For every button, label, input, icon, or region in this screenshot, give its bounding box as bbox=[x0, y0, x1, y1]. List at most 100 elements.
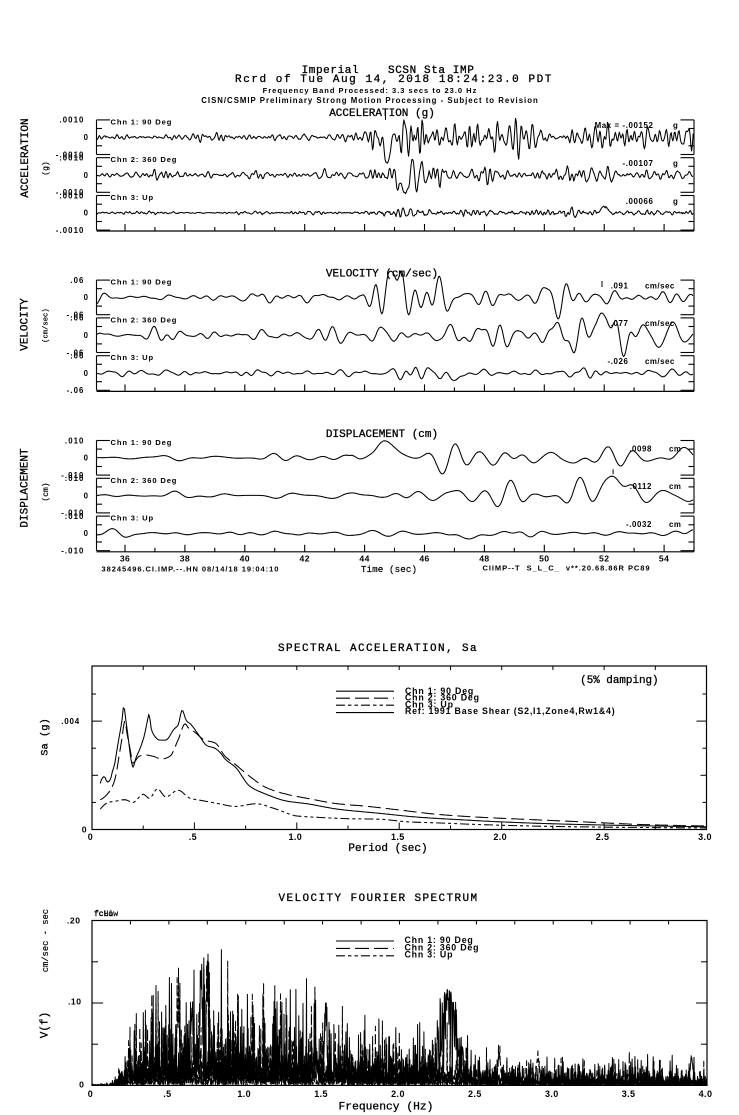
svg-text:Chn 3: Up: Chn 3: Up bbox=[405, 699, 454, 709]
svg-text:Chn 3: Up: Chn 3: Up bbox=[111, 353, 155, 362]
svg-text:Chn 1: 90 Deg: Chn 1: 90 Deg bbox=[405, 935, 474, 945]
svg-text:ACCELERATION: ACCELERATION bbox=[20, 118, 32, 197]
svg-text:1.5: 1.5 bbox=[391, 832, 405, 842]
svg-text:cm/sec - sec: cm/sec - sec bbox=[41, 909, 51, 972]
svg-text:Ref: 1991 Base Shear (S2,I1,Zo: Ref: 1991 Base Shear (S2,I1,Zone4,Rw1&4) bbox=[405, 706, 615, 716]
svg-text:DISPLACEMENT: DISPLACEMENT bbox=[20, 448, 32, 528]
svg-text:Chn 3: Up: Chn 3: Up bbox=[405, 950, 454, 960]
svg-text:Chn 1: 90 Deg: Chn 1: 90 Deg bbox=[111, 438, 173, 447]
svg-text:SPECTRAL ACCELERATION, Sa: SPECTRAL ACCELERATION, Sa bbox=[278, 643, 478, 655]
svg-text:cm: cm bbox=[669, 520, 681, 529]
svg-text:0: 0 bbox=[84, 133, 89, 142]
svg-text:Chn 2: 360 Deg: Chn 2: 360 Deg bbox=[111, 155, 178, 164]
svg-text:2.5: 2.5 bbox=[468, 1089, 482, 1099]
svg-text:3.0: 3.0 bbox=[698, 832, 712, 842]
svg-text:44: 44 bbox=[359, 554, 369, 564]
svg-text:cm: cm bbox=[669, 444, 681, 453]
svg-text:cm/sec: cm/sec bbox=[645, 281, 675, 290]
svg-text:-.0010: -.0010 bbox=[56, 150, 85, 159]
svg-text:.06: .06 bbox=[70, 314, 84, 323]
svg-text:.0112: .0112 bbox=[630, 482, 652, 491]
svg-text:Sa (g): Sa (g) bbox=[39, 718, 51, 755]
svg-text:38245496.CI.IMP.--.HN 08/14/18: 38245496.CI.IMP.--.HN 08/14/18 19:04:10 bbox=[102, 565, 280, 574]
svg-text:.06: .06 bbox=[70, 276, 84, 285]
svg-text:ACCELERATION (g): ACCELERATION (g) bbox=[329, 108, 435, 120]
svg-text:(g): (g) bbox=[42, 161, 51, 175]
svg-text:54: 54 bbox=[659, 554, 669, 564]
svg-text:-.06: -.06 bbox=[67, 386, 85, 395]
svg-text:.10: .10 bbox=[68, 997, 82, 1007]
svg-text:0: 0 bbox=[84, 369, 89, 378]
svg-text:(cm/sec): (cm/sec) bbox=[43, 308, 51, 343]
svg-text:.06: .06 bbox=[70, 352, 84, 361]
svg-text:.010: .010 bbox=[65, 512, 85, 521]
svg-text:50: 50 bbox=[539, 554, 549, 564]
svg-text:g: g bbox=[673, 197, 678, 206]
svg-text:-.06: -.06 bbox=[67, 348, 85, 357]
svg-text:.5: .5 bbox=[163, 1089, 171, 1099]
svg-text:Imperial SCSN Sta IMP: Imperial SCSN Sta IMP bbox=[302, 65, 475, 77]
svg-text:-.0010: -.0010 bbox=[56, 226, 85, 235]
svg-text:0: 0 bbox=[84, 331, 89, 340]
svg-text:Chn 2: 360 Deg: Chn 2: 360 Deg bbox=[111, 315, 178, 324]
svg-text:0: 0 bbox=[84, 529, 89, 538]
svg-text:48: 48 bbox=[479, 554, 489, 564]
svg-text:0: 0 bbox=[84, 209, 89, 218]
svg-text:Frequency Band Processed: 3.3: Frequency Band Processed: 3.3 secs to 23… bbox=[263, 86, 478, 95]
svg-text:VELOCITY FOURIER SPECTRUM: VELOCITY FOURIER SPECTRUM bbox=[278, 893, 478, 905]
svg-text:fcLow: fcLow bbox=[94, 910, 118, 919]
svg-text:Time (sec): Time (sec) bbox=[361, 564, 417, 575]
svg-text:40: 40 bbox=[240, 554, 250, 564]
svg-text:Max = -.00152: Max = -.00152 bbox=[595, 121, 654, 130]
svg-text:.5: .5 bbox=[189, 832, 197, 842]
svg-text:0: 0 bbox=[79, 1080, 84, 1090]
svg-text:1.0: 1.0 bbox=[237, 1089, 251, 1099]
svg-text:.0010: .0010 bbox=[59, 191, 84, 200]
svg-text:.091: .091 bbox=[611, 281, 629, 290]
svg-text:Chn 3: Up: Chn 3: Up bbox=[111, 514, 155, 523]
svg-text:CIIMP--T S_L_C_ v**.20.68.86: CIIMP--T S_L_C_ v**.20.68.86R PC89 bbox=[483, 564, 651, 573]
svg-text:2.5: 2.5 bbox=[596, 832, 610, 842]
svg-text:Chn 2: 360 Deg: Chn 2: 360 Deg bbox=[405, 942, 480, 952]
svg-text:.0098: .0098 bbox=[629, 444, 652, 453]
svg-text:0: 0 bbox=[82, 825, 87, 835]
svg-text:.0010: .0010 bbox=[59, 154, 84, 163]
svg-text:Chn 1: 90 Deg: Chn 1: 90 Deg bbox=[111, 278, 173, 287]
svg-text:.20: .20 bbox=[67, 916, 81, 926]
svg-text:2.0: 2.0 bbox=[391, 1089, 405, 1099]
svg-text:-.010: -.010 bbox=[61, 547, 84, 556]
svg-text:VELOCITY (cm/sec): VELOCITY (cm/sec) bbox=[326, 269, 438, 281]
svg-text:-.010: -.010 bbox=[61, 509, 84, 518]
svg-text:3.0: 3.0 bbox=[545, 1089, 559, 1099]
svg-text:CISN/CSMIP Preliminary Strong: CISN/CSMIP Preliminary Strong Motion Pro… bbox=[201, 96, 538, 105]
svg-text:DISPLACEMENT (cm): DISPLACEMENT (cm) bbox=[326, 429, 438, 441]
svg-text:0: 0 bbox=[84, 491, 89, 500]
svg-text:Chn 2: 360 Deg: Chn 2: 360 Deg bbox=[111, 476, 178, 485]
svg-text:46: 46 bbox=[419, 554, 429, 564]
svg-text:36: 36 bbox=[120, 554, 130, 564]
svg-text:0: 0 bbox=[84, 171, 89, 180]
svg-text:Chn 1: 90 Deg: Chn 1: 90 Deg bbox=[111, 117, 173, 126]
svg-text:g: g bbox=[673, 159, 678, 168]
svg-text:fcHi: fcHi bbox=[94, 910, 113, 919]
svg-text:1.0: 1.0 bbox=[288, 832, 302, 842]
svg-text:.004: .004 bbox=[61, 717, 80, 726]
svg-text:-.0010: -.0010 bbox=[56, 188, 85, 197]
svg-text:.0010: .0010 bbox=[59, 116, 84, 125]
svg-text:-.00107: -.00107 bbox=[623, 159, 654, 168]
svg-text:0: 0 bbox=[84, 454, 89, 463]
svg-text:g: g bbox=[673, 121, 678, 130]
svg-text:1.5: 1.5 bbox=[314, 1089, 328, 1099]
svg-text:Rcrd of Tue Aug 14, 2018 18:24: Rcrd of Tue Aug 14, 2018 18:24:23.0 PDT bbox=[235, 74, 553, 86]
svg-text:-.0032: -.0032 bbox=[626, 520, 652, 529]
svg-text:.010: .010 bbox=[65, 474, 85, 483]
svg-text:Period (sec): Period (sec) bbox=[348, 843, 427, 855]
svg-text:.010: .010 bbox=[65, 436, 85, 445]
svg-text:cm: cm bbox=[669, 482, 681, 491]
svg-text:(cm): (cm) bbox=[42, 482, 51, 501]
svg-text:0: 0 bbox=[88, 1089, 93, 1099]
svg-text:V(f): V(f) bbox=[40, 1012, 52, 1038]
svg-text:.00066: .00066 bbox=[626, 197, 654, 206]
svg-text:VELOCITY: VELOCITY bbox=[20, 298, 32, 351]
svg-text:-.010: -.010 bbox=[61, 471, 84, 480]
